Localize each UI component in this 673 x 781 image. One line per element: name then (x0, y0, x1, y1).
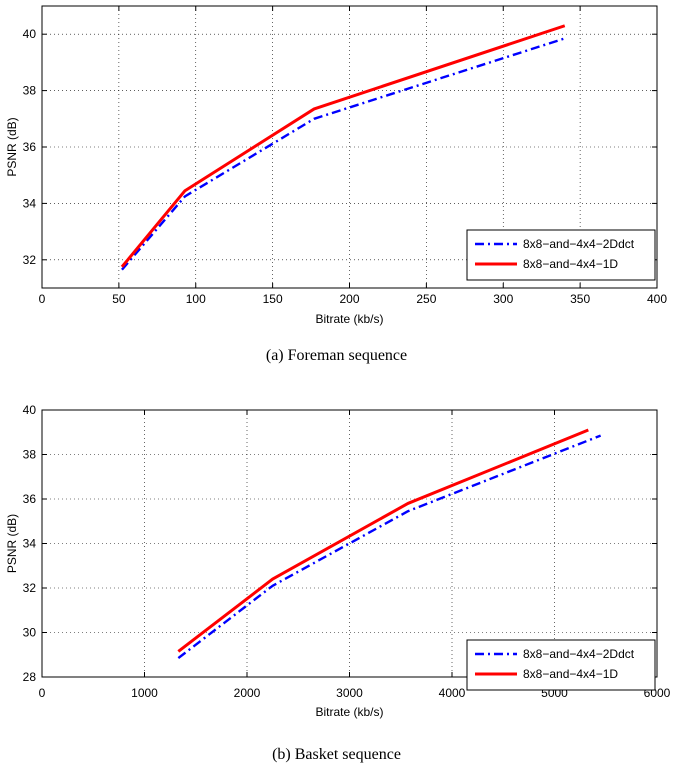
series-line-2ddct (177, 434, 602, 660)
y-tick-label: 34 (23, 537, 37, 551)
legend-entry-label: 8x8−and−4x4−2Ddct (523, 647, 635, 661)
x-tick-label: 400 (647, 292, 667, 306)
legend: 8x8−and−4x4−2Ddct 8x8−and−4x4−1D (466, 229, 656, 281)
legend-box (466, 639, 656, 691)
y-tick-label: 32 (23, 581, 37, 595)
y-tick-label: 32 (23, 253, 37, 267)
x-axis-label: Bitrate (kb/s) (315, 312, 383, 326)
x-tick-label: 350 (570, 292, 590, 306)
x-tick-label: 300 (493, 292, 513, 306)
legend: 8x8−and−4x4−2Ddct 8x8−and−4x4−1D (466, 639, 656, 691)
caption-foreman: (a) Foreman sequence (265, 347, 408, 364)
x-tick-label: 3000 (336, 686, 363, 700)
chart-basket: 0 1000 2000 3000 4000 5000 6000 28 30 32 34 36 38 40 B… (0, 390, 673, 781)
x-tick-label: 150 (263, 292, 283, 306)
y-tick-label: 40 (23, 403, 37, 417)
y-tick-label: 30 (23, 626, 37, 640)
legend-entry-label: 8x8−and−4x4−1D (523, 667, 618, 681)
chart-basket-plot: 0 1000 2000 3000 4000 5000 600028303234363840B… (5, 403, 671, 719)
x-tick-label: 100 (186, 292, 206, 306)
y-axis-label: PSNR (dB) (5, 514, 19, 573)
y-axis-label: PSNR (dB) (5, 117, 19, 176)
y-tick-label: 40 (23, 27, 37, 41)
series-line-1d (120, 24, 566, 268)
x-tick-label: 50 (112, 292, 126, 306)
x-tick-label: 200 (339, 292, 359, 306)
caption-basket: (b) Basket sequence (272, 746, 401, 763)
y-tick-label: 38 (23, 84, 37, 98)
y-tick-label: 36 (23, 140, 37, 154)
legend-entry-label: 8x8−and−4x4−1D (523, 257, 618, 271)
x-tick-label: 4000 (439, 686, 466, 700)
legend-entry-label: 8x8−and−4x4−2Ddct (523, 237, 635, 251)
y-tick-label: 38 (23, 448, 37, 462)
x-tick-label: 0 (39, 292, 46, 306)
x-tick-label: 0 (39, 686, 46, 700)
chart-foreman: 0 50 100 150 200 250 300 350 400 32 34 36 38 40 Bitrat… (0, 0, 673, 390)
chart-foreman-plot: 0 50 100 150 200 250 300 350 400 32 34 36 38 40 Bitrat… (5, 5, 667, 326)
x-tick-label: 2000 (234, 686, 261, 700)
y-tick-label: 36 (23, 492, 37, 506)
legend-box (466, 229, 656, 281)
series-line-1d (177, 428, 589, 653)
y-tick-label: 34 (23, 196, 37, 210)
x-tick-label: 1000 (131, 686, 158, 700)
x-axis-label: Bitrate (kb/s) (315, 705, 383, 719)
series-line-2ddct (121, 37, 566, 271)
x-tick-label: 250 (416, 292, 436, 306)
y-tick-label: 28 (23, 670, 37, 684)
